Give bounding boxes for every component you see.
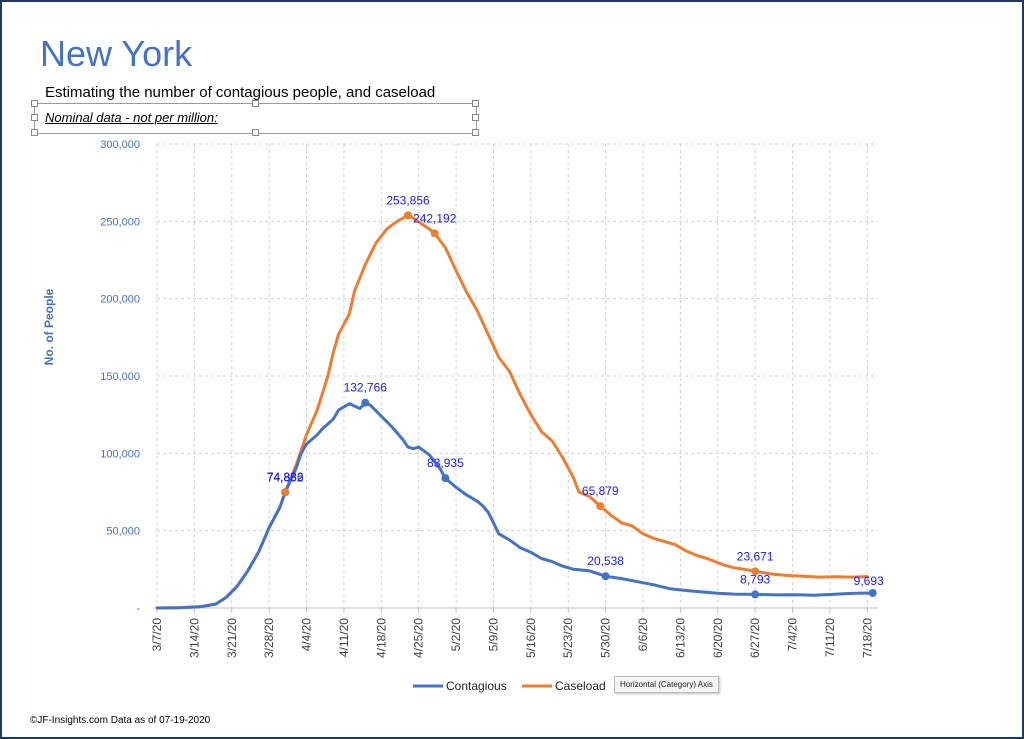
resize-handle[interactable] bbox=[252, 129, 259, 136]
resize-handle[interactable] bbox=[31, 100, 38, 107]
x-tick-label: 3/21/20 bbox=[225, 618, 239, 658]
legend-label-contagious: Contagious bbox=[446, 679, 507, 693]
x-tick-label: 6/20/20 bbox=[711, 618, 725, 658]
series-line-contagious bbox=[155, 401, 875, 610]
x-tick-label: 3/28/20 bbox=[262, 618, 276, 658]
x-tick-label: 4/18/20 bbox=[374, 618, 388, 658]
data-label-contagious: 74,832 bbox=[267, 470, 304, 484]
data-point-caseload[interactable] bbox=[404, 211, 413, 220]
y-tick-label: 150,000 bbox=[100, 371, 140, 383]
data-point-caseload[interactable] bbox=[281, 488, 290, 497]
chart-title: New York bbox=[40, 33, 193, 74]
y-tick-label: 100,000 bbox=[100, 448, 140, 460]
x-tick-label: 5/9/20 bbox=[486, 618, 500, 652]
x-tick-label: 4/11/20 bbox=[337, 618, 351, 657]
data-label-caseload: 65,879 bbox=[582, 484, 619, 498]
series-lines bbox=[155, 213, 875, 610]
y-tick-label: 300,000 bbox=[100, 139, 140, 151]
y-axis-ticks: - 50,000 100,000 150,000 200,000 250,000 300,0… bbox=[100, 139, 140, 615]
resize-handle[interactable] bbox=[252, 100, 259, 107]
y-tick-label: - bbox=[136, 603, 140, 615]
x-tick-label: 6/13/20 bbox=[673, 618, 687, 658]
data-label-contagious: 8,793 bbox=[740, 572, 770, 586]
resize-handle[interactable] bbox=[31, 129, 38, 136]
x-tick-label: 5/23/20 bbox=[561, 618, 575, 658]
y-tick-label: 200,000 bbox=[100, 294, 140, 306]
data-label-contagious: 83,935 bbox=[427, 456, 464, 470]
data-point-caseload[interactable] bbox=[751, 567, 760, 576]
data-point-contagious[interactable] bbox=[868, 589, 877, 598]
x-axis-ticks: 3/7/20 3/14/20 3/21/20 3/28/20 4/4/20 4/11/20… bbox=[150, 608, 874, 658]
legend-label-caseload: Caseload bbox=[555, 679, 606, 693]
chart-note: Nominal data - not per million: bbox=[45, 110, 218, 125]
y-tick-label: 50,000 bbox=[106, 526, 140, 538]
x-tick-label: 3/7/20 bbox=[150, 618, 164, 652]
data-point-contagious[interactable] bbox=[361, 398, 370, 407]
resize-handle[interactable] bbox=[472, 129, 479, 136]
axis-tooltip: Horizontal (Category) Axis bbox=[614, 676, 719, 693]
y-axis-label: No. of People bbox=[42, 288, 56, 365]
x-tick-label: 7/11/20 bbox=[823, 618, 837, 657]
resize-handle[interactable] bbox=[472, 100, 479, 107]
y-tick-label: 250,000 bbox=[100, 216, 140, 228]
data-label-caseload: 253,856 bbox=[386, 193, 430, 207]
data-label-caseload: 242,192 bbox=[413, 211, 457, 225]
x-tick-label: 6/6/20 bbox=[636, 618, 650, 652]
resize-handle[interactable] bbox=[472, 114, 479, 121]
data-label-contagious: 20,538 bbox=[587, 554, 624, 568]
chart-subtitle: Estimating the number of contagious peop… bbox=[45, 84, 436, 101]
data-point-caseload[interactable] bbox=[596, 502, 605, 511]
data-label-contagious: 132,766 bbox=[344, 381, 388, 395]
data-labels: 74,832 132,766 83,935 20,538 8,793 9,693 74,88… bbox=[267, 193, 884, 599]
x-tick-label: 5/16/20 bbox=[524, 618, 538, 658]
data-point-contagious[interactable] bbox=[441, 474, 450, 483]
x-tick-label: 4/4/20 bbox=[300, 618, 314, 652]
resize-handle[interactable] bbox=[31, 114, 38, 121]
footer-credit: ©JF-Insights.com Data as of 07-19-2020 bbox=[30, 715, 211, 726]
data-label-caseload: 74,886 bbox=[267, 470, 304, 484]
x-tick-label: 7/18/20 bbox=[860, 618, 874, 658]
data-label-caseload: 23,671 bbox=[737, 549, 774, 563]
x-tick-label: 5/30/20 bbox=[599, 618, 613, 658]
data-point-contagious[interactable] bbox=[751, 590, 760, 599]
data-point-contagious[interactable] bbox=[601, 572, 610, 581]
x-tick-label: 4/25/20 bbox=[412, 618, 426, 658]
x-tick-label: 5/2/20 bbox=[449, 618, 463, 652]
x-tick-label: 6/27/20 bbox=[748, 618, 762, 658]
data-label-contagious: 9,693 bbox=[854, 574, 884, 588]
x-tick-label: 3/14/20 bbox=[187, 618, 201, 658]
x-tick-label: 7/4/20 bbox=[786, 618, 800, 652]
data-point-caseload[interactable] bbox=[430, 229, 439, 238]
legend: Contagious Caseload bbox=[413, 679, 606, 693]
